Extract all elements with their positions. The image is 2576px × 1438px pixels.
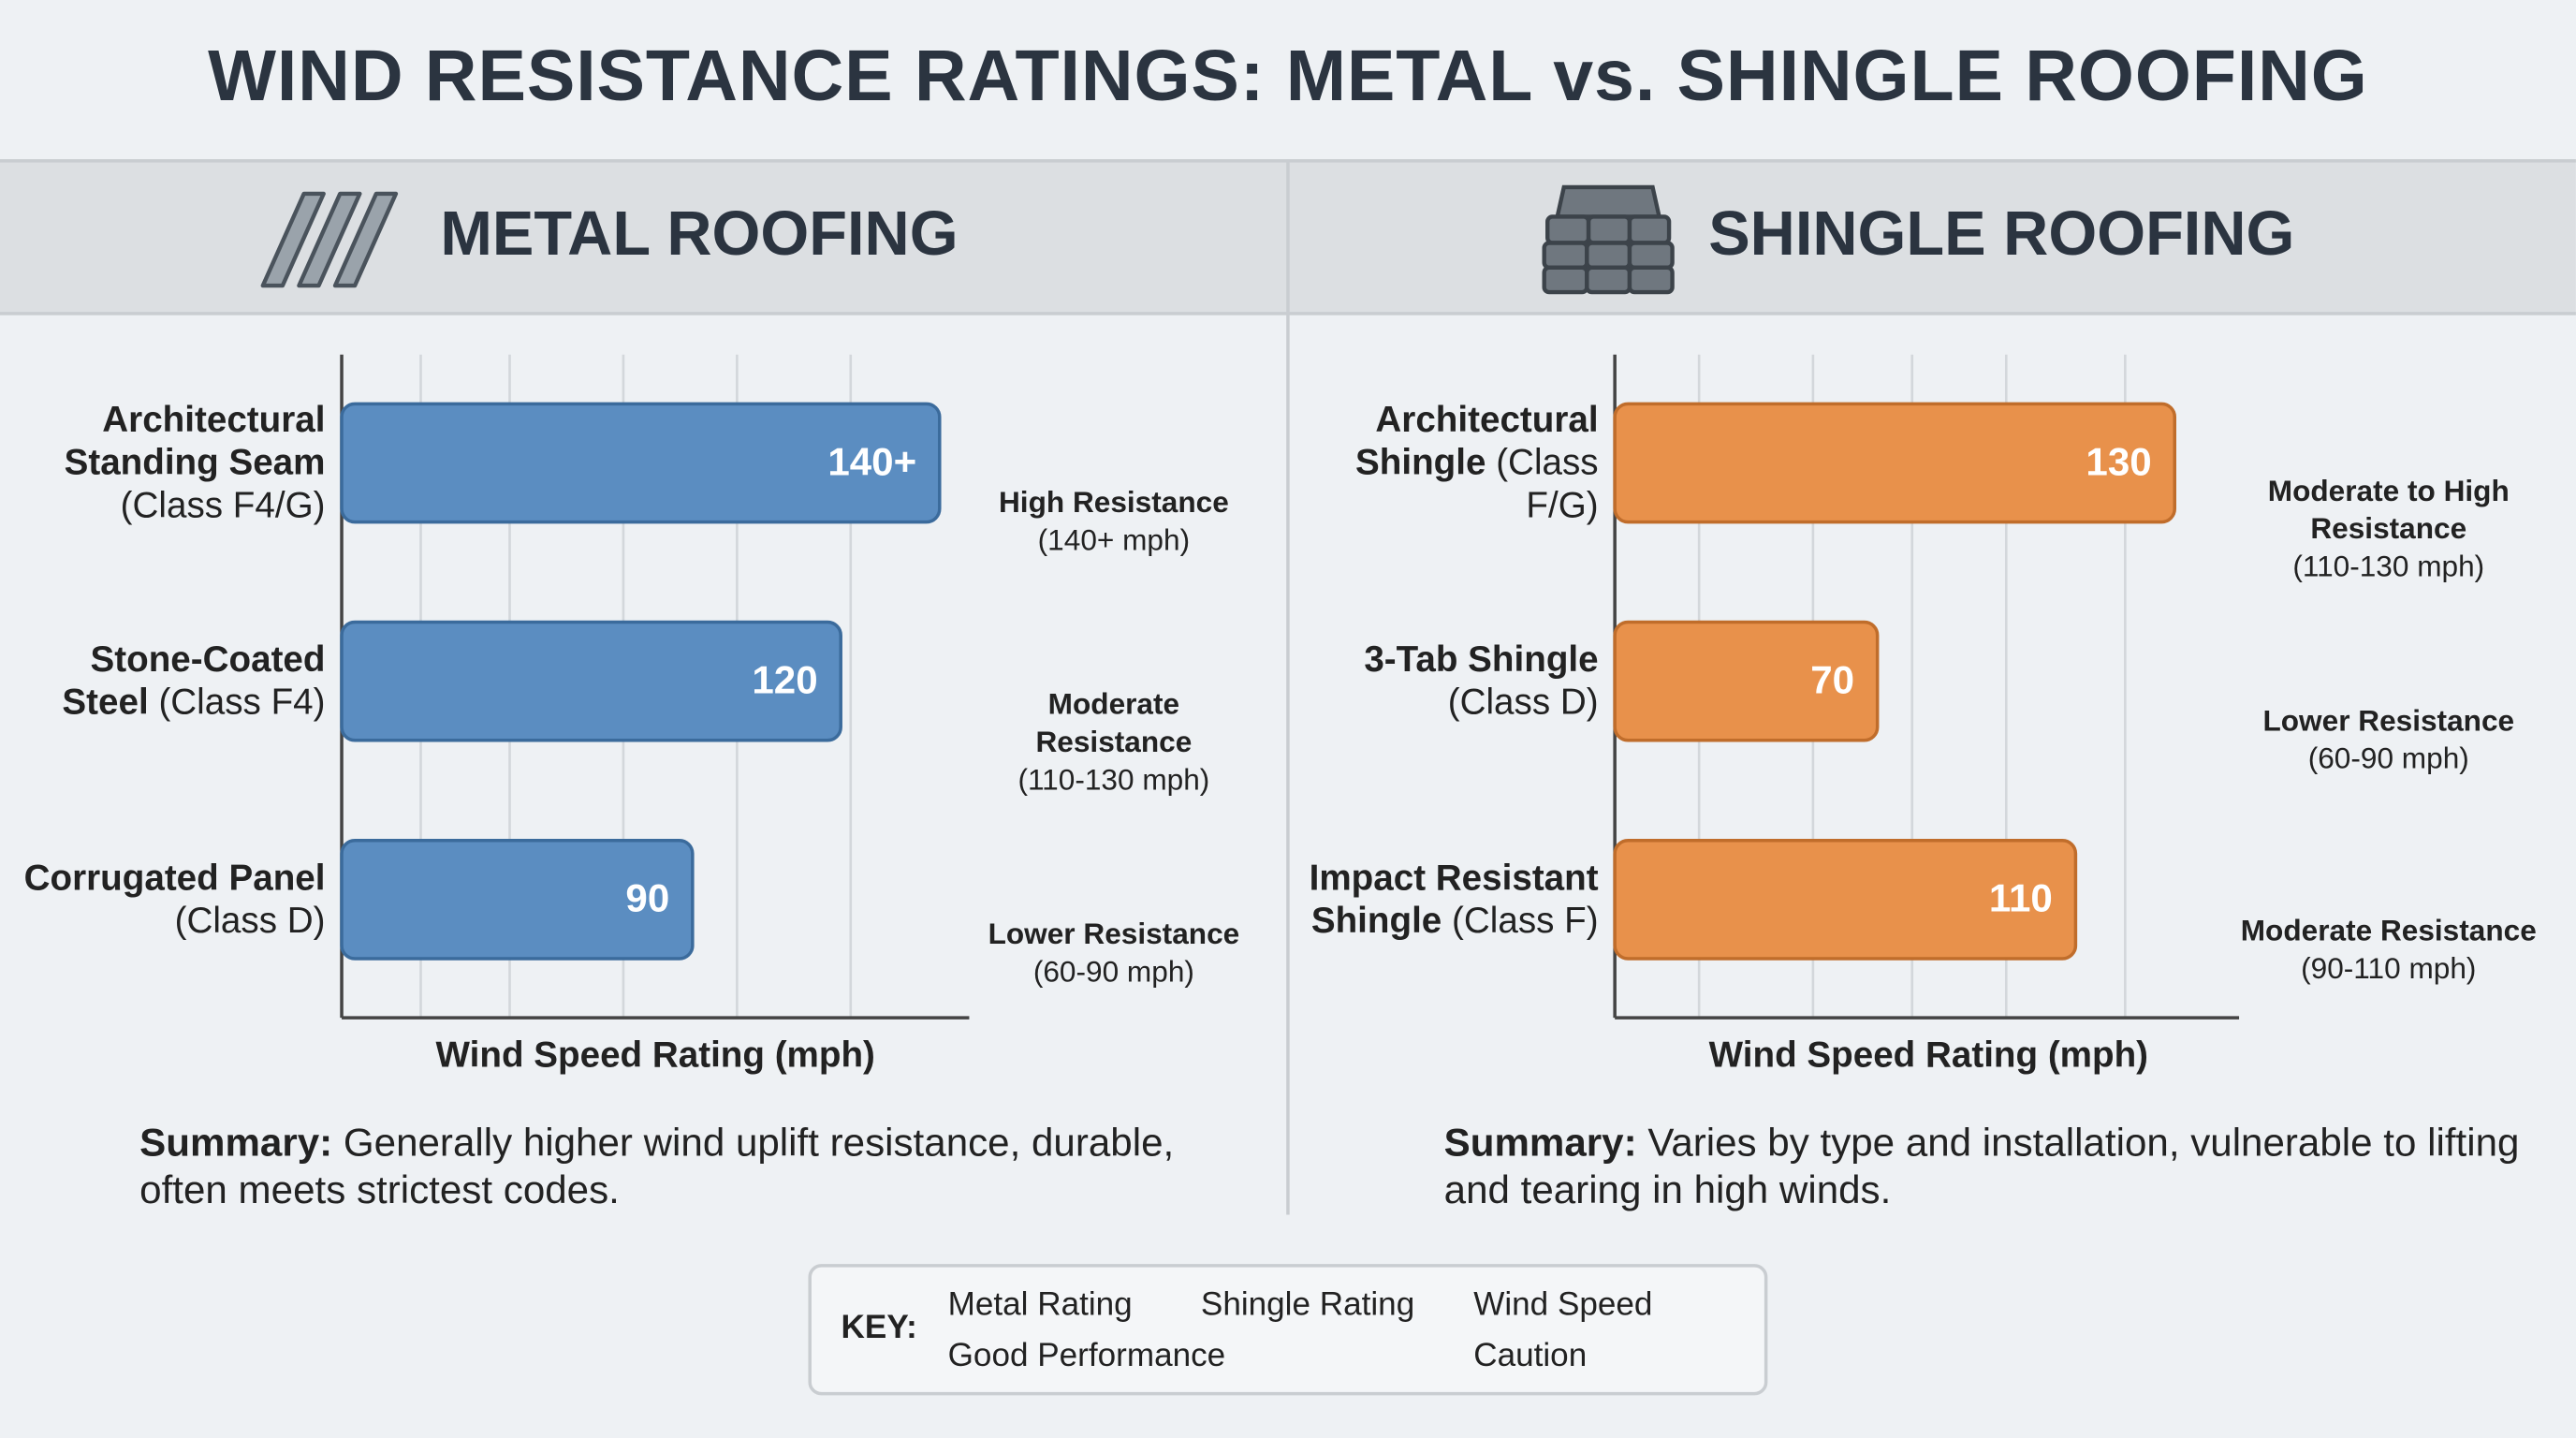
rating-icons xyxy=(2208,621,2569,703)
summary: Summary: Varies by type and installation… xyxy=(1444,1120,2545,1215)
x-axis-label: Wind Speed Rating (mph) xyxy=(1708,1034,2149,1076)
legend-item: Shingle Rating xyxy=(1193,1287,1414,1325)
rating-label: Moderate Resistance xyxy=(1035,687,1193,759)
rating-label: Moderate Resistance xyxy=(2240,914,2537,947)
legend-item: Metal Rating xyxy=(940,1287,1133,1325)
rating-range: (110-130 mph) xyxy=(1017,763,1210,797)
rating-note: Moderate to High Resistance (110-130 mph) xyxy=(2208,390,2569,586)
summary-lead: Summary: xyxy=(139,1121,333,1166)
rating-note: High Resistance (140+ mph) xyxy=(933,403,1295,560)
category-class: (Class F4/G) xyxy=(120,484,326,526)
x-axis-label: Wind Speed Rating (mph) xyxy=(435,1034,875,1076)
legend-label: Metal Rating xyxy=(947,1286,1133,1324)
bar xyxy=(1613,838,2078,961)
rating-note: Lower Resistance (60-90 mph) xyxy=(2208,621,2569,778)
value-label: 110 xyxy=(1989,876,2053,920)
legend-item: Wind Speed xyxy=(1465,1287,1652,1325)
value-label: 90 xyxy=(625,876,669,920)
panel-title: SHINGLE ROOFING xyxy=(1708,199,2295,270)
category-label: Corrugated Panel (Class D) xyxy=(5,857,326,942)
legend-item: Caution xyxy=(1465,1338,1587,1375)
summary-text: Varies by type and installation, vulnera… xyxy=(1443,1121,2520,1213)
rating-icons xyxy=(2208,830,2569,913)
category-name: 3-Tab Shingle xyxy=(1364,638,1599,680)
legend-label: Shingle Rating xyxy=(1200,1286,1415,1324)
metal-icon xyxy=(260,191,399,288)
summary: Summary: Generally higher wind uplift re… xyxy=(139,1120,1240,1215)
bar xyxy=(340,838,695,961)
category-name: Corrugated Panel xyxy=(23,857,326,899)
legend-label: Good Performance xyxy=(947,1338,1226,1374)
rating-icons xyxy=(933,834,1295,917)
category-label: Architectural Shingle (Class F/G) xyxy=(1278,399,1599,527)
rating-icons xyxy=(2208,390,2569,473)
summary-lead: Summary: xyxy=(1443,1121,1637,1166)
rating-icons xyxy=(933,604,1295,686)
category-name: Architectural Shingle xyxy=(1355,399,1599,483)
panel-title: METAL ROOFING xyxy=(440,199,959,270)
category-class: (Class F/G) xyxy=(1496,441,1599,526)
category-class: (Class D) xyxy=(1447,681,1599,723)
category-name: Impact Resistant Shingle xyxy=(1309,857,1599,941)
page-title: WIND RESISTANCE RATINGS: METAL vs. SHING… xyxy=(208,36,2368,117)
bar xyxy=(1613,402,2177,524)
category-name: Stone-Coated Steel xyxy=(62,638,326,723)
divider xyxy=(1286,159,1290,1215)
rating-range: (60-90 mph) xyxy=(2307,741,2469,775)
category-label: Impact Resistant Shingle (Class F) xyxy=(1278,857,1599,942)
rating-label: Lower Resistance xyxy=(2262,704,2515,738)
category-label: Stone-Coated Steel (Class F4) xyxy=(5,638,325,724)
category-class: (Class F) xyxy=(1452,899,1599,941)
category-label: 3-Tab Shingle (Class D) xyxy=(1278,638,1598,724)
value-label: 70 xyxy=(1810,658,1854,702)
category-class: (Class D) xyxy=(174,899,326,941)
rating-label: Lower Resistance xyxy=(988,917,1240,951)
legend: KEY: Metal Rating Shingle Rating Wind Speed… xyxy=(808,1264,1768,1396)
value-label: 140+ xyxy=(827,439,916,483)
value-label: 130 xyxy=(2086,439,2151,483)
rating-label: High Resistance xyxy=(998,486,1229,520)
rating-label: Moderate to High Resistance xyxy=(2267,474,2510,546)
legend-item: Good Performance xyxy=(940,1338,1226,1375)
bar xyxy=(340,620,842,742)
rating-icons xyxy=(933,403,1295,485)
shingle-icon xyxy=(1542,184,1675,295)
rating-range: (90-110 mph) xyxy=(2301,951,2477,986)
rating-range: (140+ mph) xyxy=(1037,523,1191,557)
summary-text: Generally higher wind uplift resistance,… xyxy=(139,1121,1175,1213)
bar xyxy=(1613,620,1880,742)
category-label: Architectural Standing Seam (Class F4/G) xyxy=(5,399,326,527)
rating-note: Moderate Resistance (110-130 mph) xyxy=(933,604,1295,800)
legend-title: KEY: xyxy=(841,1310,917,1346)
category-class: (Class F4) xyxy=(158,681,326,723)
bar xyxy=(340,402,942,524)
legend-label: Caution xyxy=(1473,1338,1588,1374)
rating-range: (110-130 mph) xyxy=(2292,550,2485,583)
rating-note: Moderate Resistance (90-110 mph) xyxy=(2208,830,2569,988)
rating-range: (60-90 mph) xyxy=(1032,955,1194,989)
value-label: 120 xyxy=(752,658,817,702)
category-name: Architectural Standing Seam xyxy=(64,399,326,483)
rating-note: Lower Resistance (60-90 mph) xyxy=(933,834,1295,991)
legend-label: Wind Speed xyxy=(1473,1286,1653,1324)
